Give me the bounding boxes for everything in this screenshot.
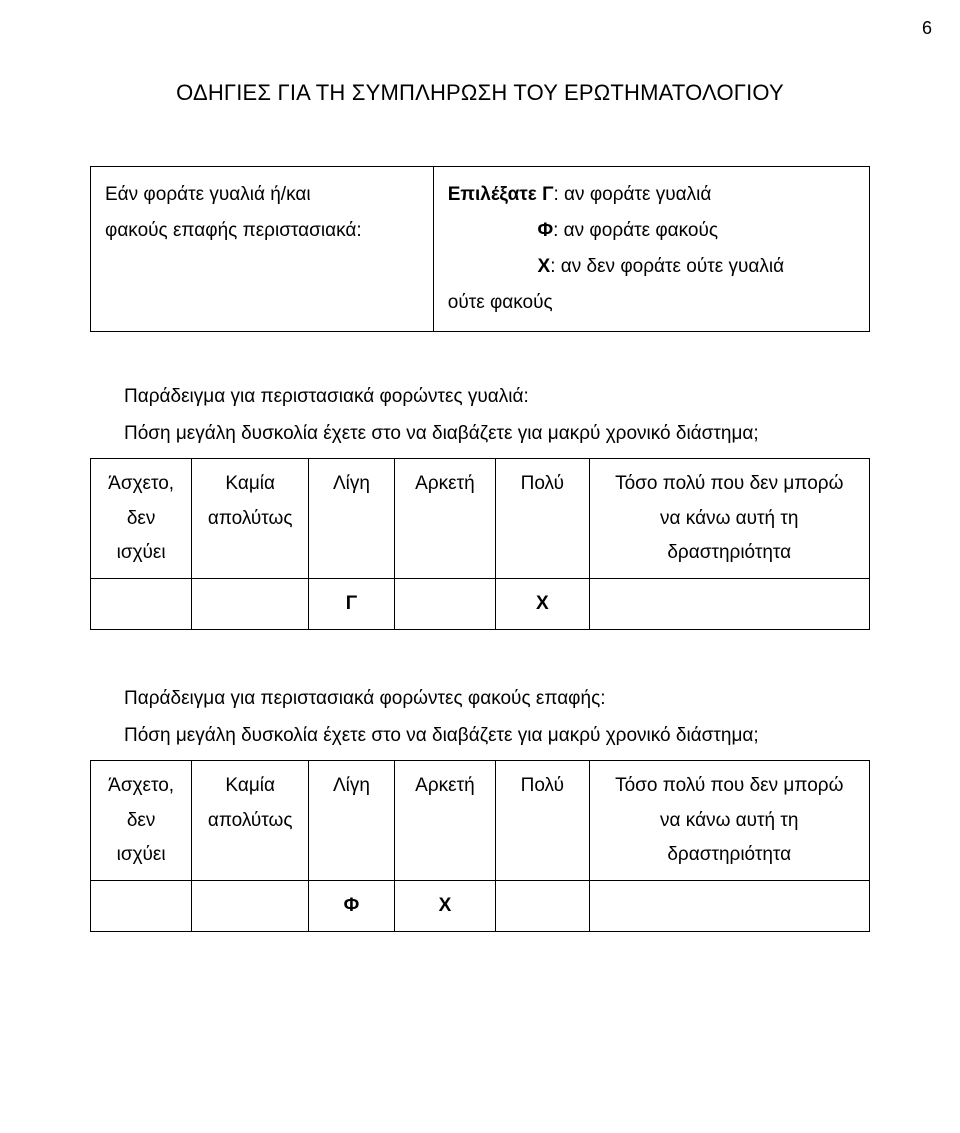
cell: Τόσο πολύ που δεν μπορώ να κάνω αυτή τη … bbox=[589, 761, 869, 881]
cell bbox=[192, 579, 309, 630]
cell bbox=[589, 579, 869, 630]
label-bold: Χ bbox=[538, 256, 551, 277]
text: απολύτως bbox=[208, 508, 293, 529]
table-row: Γ Χ bbox=[91, 579, 870, 630]
table-row: Φ Χ bbox=[91, 880, 870, 931]
text: Εάν φοράτε γυαλιά ή/και bbox=[105, 184, 311, 205]
text: Τόσο πολύ που δεν μπορώ bbox=[615, 473, 843, 494]
instruction-table: Εάν φοράτε γυαλιά ή/και φακούς επαφής πε… bbox=[90, 166, 870, 332]
text: Άσχετο, bbox=[108, 775, 174, 796]
cell bbox=[589, 880, 869, 931]
text: να κάνω αυτή τη bbox=[660, 810, 798, 831]
example2-table: Άσχετο, δεν ισχύει Καμία απολύτως Λίγη Α… bbox=[90, 760, 870, 932]
text: να κάνω αυτή τη bbox=[660, 508, 798, 529]
cell: Φ bbox=[309, 880, 395, 931]
text: απολύτως bbox=[208, 810, 293, 831]
text: Παράδειγμα για περιστασιακά φορώντες φακ… bbox=[124, 688, 606, 709]
label-bold: Φ bbox=[538, 220, 554, 241]
cell: Λίγη bbox=[309, 459, 395, 579]
text: δεν bbox=[127, 508, 156, 529]
table-row: Άσχετο, δεν ισχύει Καμία απολύτως Λίγη Α… bbox=[91, 459, 870, 579]
cell: Πολύ bbox=[496, 761, 589, 881]
text: : αν δεν φοράτε ούτε γυαλιά bbox=[550, 256, 784, 277]
table-row: Άσχετο, δεν ισχύει Καμία απολύτως Λίγη Α… bbox=[91, 761, 870, 881]
page: 6 ΟΔΗΓΙΕΣ ΓΙΑ ΤΗ ΣΥΜΠΛΗΡΩΣΗ ΤΟΥ ΕΡΩΤΗΜΑΤ… bbox=[0, 0, 960, 1133]
cell bbox=[394, 579, 495, 630]
text: Παράδειγμα για περιστασιακά φορώντες γυα… bbox=[124, 386, 529, 407]
cell: Τόσο πολύ που δεν μπορώ να κάνω αυτή τη … bbox=[589, 459, 869, 579]
cell bbox=[91, 880, 192, 931]
page-title: ΟΔΗΓΙΕΣ ΓΙΑ ΤΗ ΣΥΜΠΛΗΡΩΣΗ ΤΟΥ ΕΡΩΤΗΜΑΤΟΛ… bbox=[90, 80, 870, 106]
text: δραστηριότητα bbox=[667, 844, 791, 865]
cell: Πολύ bbox=[496, 459, 589, 579]
text: ισχύει bbox=[117, 844, 166, 865]
cell: Λίγη bbox=[309, 761, 395, 881]
cell bbox=[91, 579, 192, 630]
cell: Αρκετή bbox=[394, 459, 495, 579]
cell: Χ bbox=[394, 880, 495, 931]
table-row: Εάν φοράτε γυαλιά ή/και φακούς επαφής πε… bbox=[91, 167, 870, 332]
text: δραστηριότητα bbox=[667, 542, 791, 563]
text: : αν φοράτε φακούς bbox=[553, 220, 718, 241]
text: ούτε φακούς bbox=[448, 292, 553, 313]
cell: Καμία απολύτως bbox=[192, 459, 309, 579]
example1-lead: Παράδειγμα για περιστασιακά φορώντες γυα… bbox=[124, 378, 870, 452]
text: Πόση μεγάλη δυσκολία έχετε στο να διαβάζ… bbox=[124, 423, 759, 444]
text: ισχύει bbox=[117, 542, 166, 563]
label-bold: Επιλέξατε Γ bbox=[448, 184, 554, 205]
cell: Χ bbox=[496, 579, 589, 630]
instr-right-cell: Επιλέξατε Γ: αν φοράτε γυαλιά Φ: αν φορά… bbox=[433, 167, 869, 332]
cell: Γ bbox=[309, 579, 395, 630]
example1-table: Άσχετο, δεν ισχύει Καμία απολύτως Λίγη Α… bbox=[90, 458, 870, 630]
text: φακούς επαφής περιστασιακά: bbox=[105, 220, 362, 241]
text: Καμία bbox=[225, 775, 275, 796]
text: Καμία bbox=[225, 473, 275, 494]
cell: Άσχετο, δεν ισχύει bbox=[91, 459, 192, 579]
cell bbox=[192, 880, 309, 931]
cell bbox=[496, 880, 589, 931]
cell: Καμία απολύτως bbox=[192, 761, 309, 881]
page-number: 6 bbox=[922, 18, 932, 39]
text: : αν φοράτε γυαλιά bbox=[554, 184, 712, 205]
cell: Αρκετή bbox=[394, 761, 495, 881]
text: Τόσο πολύ που δεν μπορώ bbox=[615, 775, 843, 796]
instr-left-cell: Εάν φοράτε γυαλιά ή/και φακούς επαφής πε… bbox=[91, 167, 434, 332]
text: Πόση μεγάλη δυσκολία έχετε στο να διαβάζ… bbox=[124, 725, 759, 746]
cell: Άσχετο, δεν ισχύει bbox=[91, 761, 192, 881]
text: Άσχετο, bbox=[108, 473, 174, 494]
text: δεν bbox=[127, 810, 156, 831]
example2-lead: Παράδειγμα για περιστασιακά φορώντες φακ… bbox=[124, 680, 870, 754]
